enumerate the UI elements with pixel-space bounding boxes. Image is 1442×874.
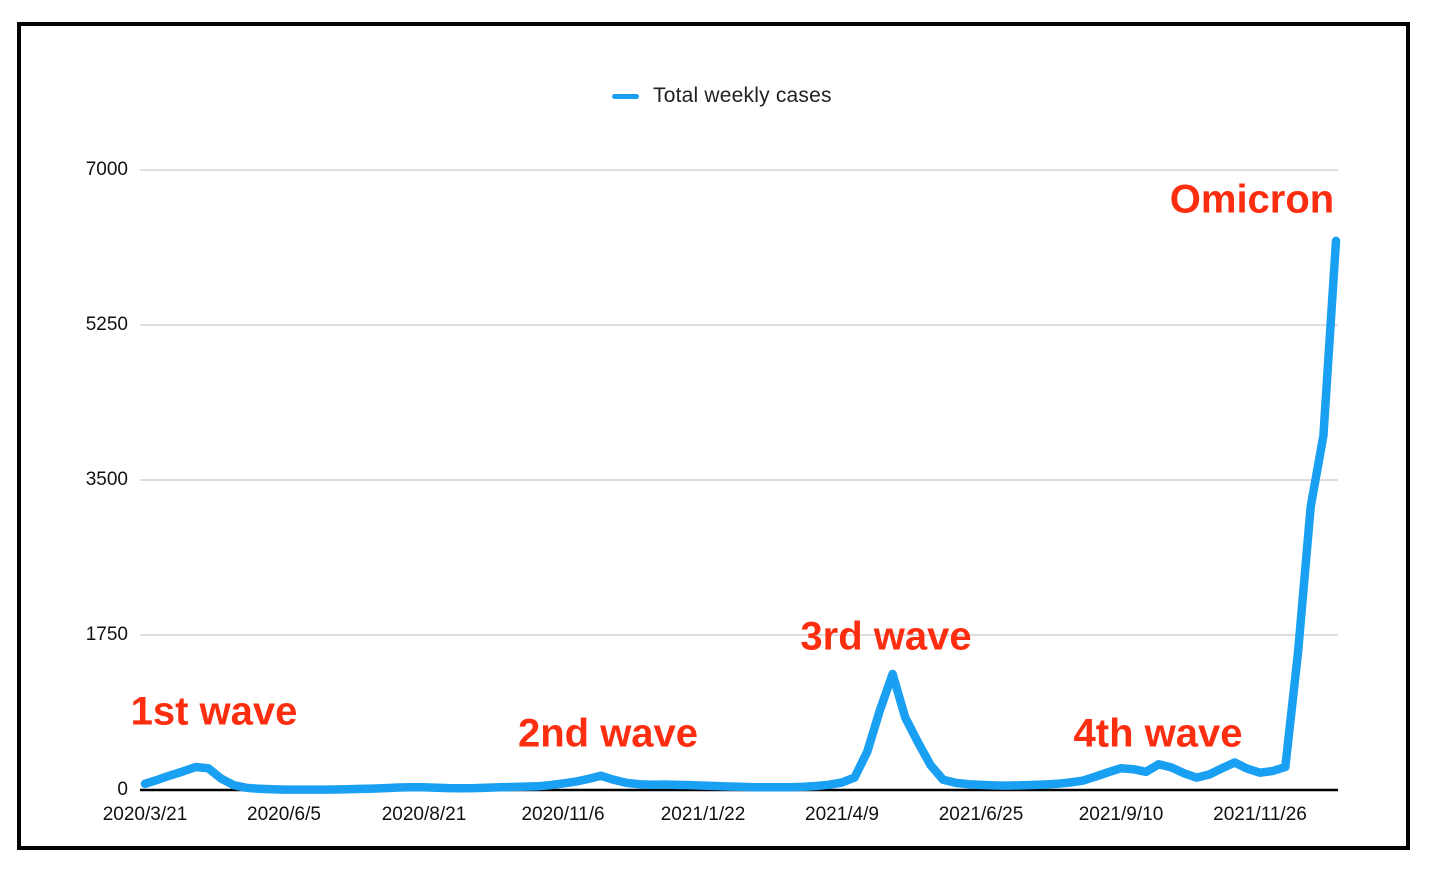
legend-label: Total weekly cases <box>653 84 832 107</box>
annotation-4th-wave: 4th wave <box>1073 711 1243 756</box>
annotation-3rd-wave: 3rd wave <box>800 614 972 659</box>
y-tick-1750: 1750 <box>85 624 128 645</box>
y-tick-5250: 5250 <box>85 314 128 335</box>
x-tick-8: 2021/11/26 <box>1213 804 1307 825</box>
legend: Total weekly cases <box>612 84 832 108</box>
x-tick-5: 2021/4/9 <box>805 804 879 825</box>
y-tick-0: 0 <box>117 779 128 800</box>
x-tick-2: 2020/8/21 <box>381 804 467 825</box>
x-tick-1: 2020/6/5 <box>247 804 321 825</box>
total-weekly-cases-line <box>140 236 1341 794</box>
annotation-1st-wave: 1st wave <box>130 689 298 734</box>
annotation-2nd-wave: 2nd wave <box>517 711 699 756</box>
x-tick-4: 2021/1/22 <box>660 804 746 825</box>
annotation-omicron: Omicron <box>1169 177 1335 222</box>
y-tick-7000: 7000 <box>85 159 128 180</box>
x-tick-7: 2021/9/10 <box>1078 804 1164 825</box>
x-tick-3: 2020/11/6 <box>521 804 605 825</box>
y-tick-3500: 3500 <box>85 469 128 490</box>
x-tick-6: 2021/6/25 <box>938 804 1024 825</box>
x-tick-0: 2020/3/21 <box>102 804 188 825</box>
legend-line-marker-icon <box>612 93 639 99</box>
